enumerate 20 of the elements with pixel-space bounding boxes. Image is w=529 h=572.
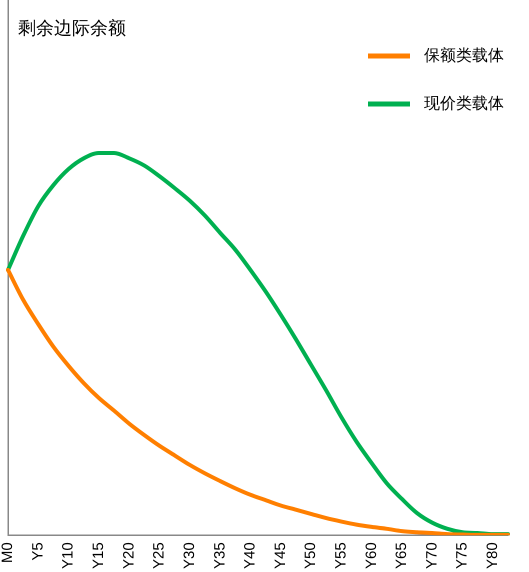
x-tick-label: Y10 bbox=[60, 542, 77, 570]
x-tick-label: Y15 bbox=[90, 542, 108, 570]
x-tick-label: Y20 bbox=[120, 542, 138, 570]
chart-title: 剩余边际余额 bbox=[18, 18, 126, 38]
x-tick-label: Y25 bbox=[150, 542, 168, 570]
x-tick-label: M0 bbox=[0, 542, 16, 564]
x-tick-label: Y70 bbox=[423, 542, 440, 570]
x-tick-label: Y30 bbox=[180, 542, 198, 570]
x-tick-label: Y5 bbox=[29, 542, 46, 561]
x-tick-label: Y75 bbox=[454, 542, 471, 570]
x-tick-label: Y80 bbox=[484, 542, 501, 570]
x-tick-label: Y60 bbox=[362, 542, 380, 570]
legend-label: 保额类载体 bbox=[424, 46, 504, 64]
x-tick-label: Y40 bbox=[242, 542, 259, 570]
x-tick-label: Y55 bbox=[332, 542, 350, 570]
x-tick-label: Y50 bbox=[302, 542, 320, 570]
legend-label: 现价类载体 bbox=[424, 94, 504, 112]
x-tick-label: Y45 bbox=[272, 542, 289, 570]
x-tick-label: Y65 bbox=[393, 542, 410, 570]
x-tick-label: Y35 bbox=[211, 542, 228, 570]
